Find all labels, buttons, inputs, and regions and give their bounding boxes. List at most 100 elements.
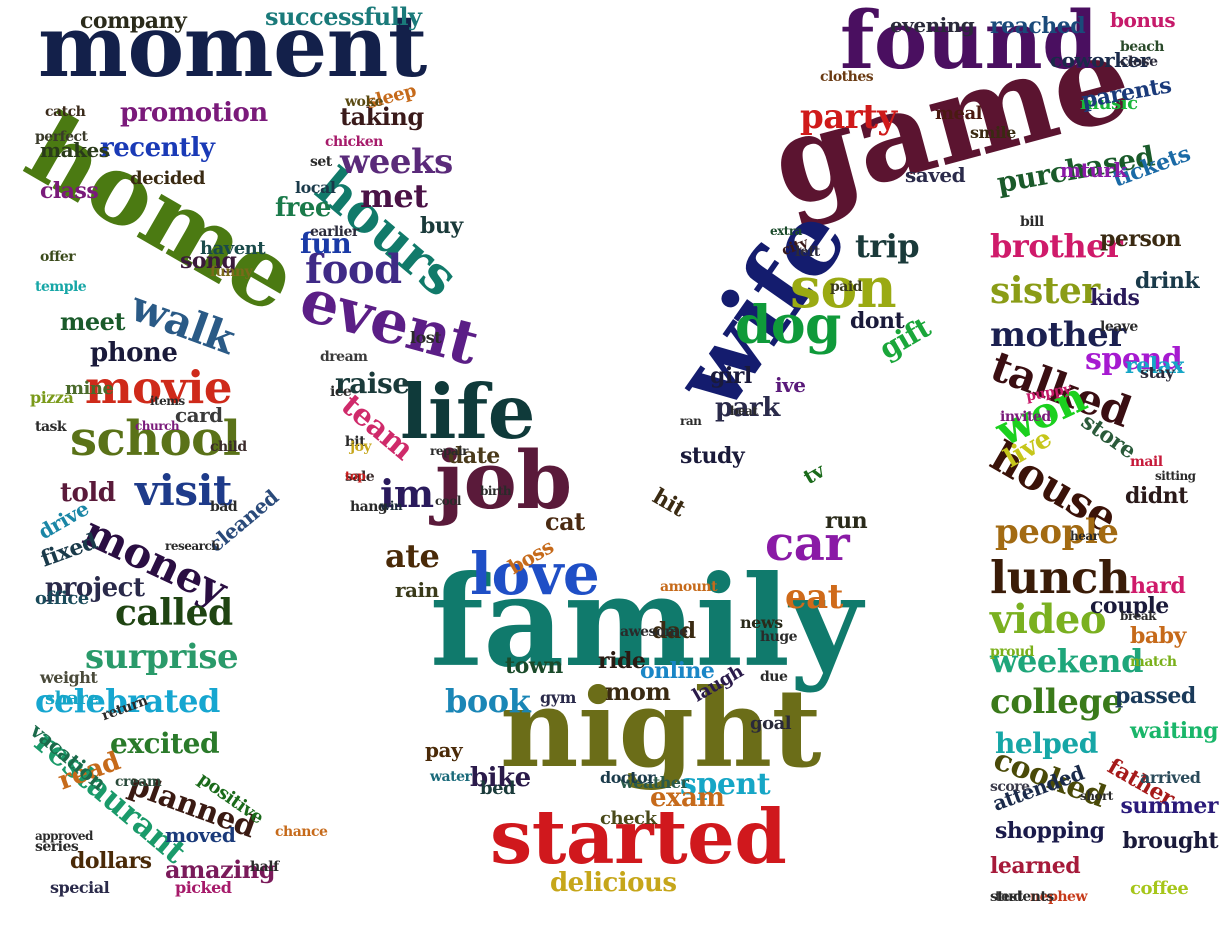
word-amount: amount xyxy=(660,579,718,595)
word-joy: joy xyxy=(350,439,372,455)
word-date: date xyxy=(448,443,500,469)
word-clothes: clothes xyxy=(820,69,874,85)
word-water: water xyxy=(430,769,472,785)
word-delicious: delicious xyxy=(550,868,677,898)
word-fun: fun xyxy=(300,227,352,260)
word-brought: brought xyxy=(1122,828,1218,854)
word-class: class xyxy=(40,178,99,204)
word-pay: pay xyxy=(425,738,463,762)
word-sitting: sitting xyxy=(1155,469,1196,483)
word-bit: bit xyxy=(345,434,366,450)
word-project: project xyxy=(45,573,145,603)
word-picked: picked xyxy=(175,878,232,897)
word-ive: ive xyxy=(775,373,806,397)
word-meet: meet xyxy=(60,307,126,336)
word-moment: moment xyxy=(38,0,427,97)
word-successfully: successfully xyxy=(265,2,422,31)
word-son: son xyxy=(790,255,897,320)
word-school: school xyxy=(70,411,241,467)
word-dollars: dollars xyxy=(70,848,152,874)
word-saved: saved xyxy=(905,163,966,187)
word-family: family xyxy=(430,549,862,695)
word-buy: buy xyxy=(420,213,463,239)
word-raise: raise xyxy=(335,367,410,400)
word-coffee: coffee xyxy=(1130,878,1189,899)
word-score: score xyxy=(990,779,1030,795)
word-chicken: chicken xyxy=(325,134,383,150)
word-cool: cool xyxy=(435,494,461,508)
word-set: set xyxy=(310,154,332,170)
word-awesome: awesome xyxy=(620,624,688,640)
word-mine: mine xyxy=(65,378,114,399)
word-havent: havent xyxy=(200,238,266,259)
word-park: park xyxy=(715,393,780,423)
word-child: child xyxy=(210,439,247,455)
word-visit: visit xyxy=(135,466,232,515)
word-cream: cream xyxy=(115,774,162,790)
word-hear: hear xyxy=(1070,529,1099,543)
word-surprise: surprise xyxy=(85,637,239,677)
word-test: test xyxy=(995,889,1023,905)
word-study: study xyxy=(680,443,745,469)
word-match: match xyxy=(1130,654,1177,670)
word-beat: beat xyxy=(730,404,758,418)
word-bike: bike xyxy=(470,763,531,793)
word-tv: tv xyxy=(799,458,829,490)
word-students: students xyxy=(990,889,1054,905)
word-relax: relax xyxy=(1125,353,1184,379)
word-evening: evening xyxy=(890,13,975,37)
word-series: series xyxy=(35,839,79,855)
word-birth: birth xyxy=(480,484,512,498)
word-phone: phone xyxy=(90,338,178,368)
word-started: started xyxy=(490,793,787,881)
word-invited: invited xyxy=(1000,409,1051,425)
word-town: town xyxy=(505,653,563,679)
word-mom: mom xyxy=(605,677,671,706)
word-extra: extra xyxy=(770,224,802,238)
word-ride: ride xyxy=(598,648,646,674)
word-check: check xyxy=(600,808,657,829)
word-brother: brother xyxy=(990,227,1123,265)
word-gym: gym xyxy=(540,688,576,707)
word-celebrated: celebrated xyxy=(35,682,220,720)
word-news: news xyxy=(740,613,783,632)
word-repair: repair xyxy=(430,444,469,458)
word-lunch: lunch xyxy=(990,551,1131,604)
word-short: short xyxy=(1080,789,1113,803)
word-person: person xyxy=(1100,226,1182,252)
word-spend: spend xyxy=(1085,342,1183,377)
word-learned: learned xyxy=(990,853,1081,879)
word-hang: hang xyxy=(350,499,388,515)
word-catch: catch xyxy=(45,104,86,120)
word-woke: woke xyxy=(345,94,384,110)
word-called: called xyxy=(115,592,233,634)
word-book: book xyxy=(445,682,531,720)
word-college: college xyxy=(990,682,1123,722)
word-hard: hard xyxy=(1130,573,1186,599)
word-break: break xyxy=(1120,609,1156,623)
word-love: love xyxy=(470,540,600,608)
word-car: car xyxy=(765,516,850,572)
word-left: left xyxy=(795,244,820,260)
word-cat: cat xyxy=(545,507,585,536)
word-close: close xyxy=(1120,54,1158,70)
word-ice: ice xyxy=(330,384,352,400)
word-temple: temple xyxy=(35,279,87,295)
word-amazing: amazing xyxy=(165,855,275,884)
word-mail: mail xyxy=(1130,454,1163,470)
word-mturk: mturk xyxy=(1060,158,1127,182)
word-local: local xyxy=(295,178,336,197)
word-proud: proud xyxy=(990,644,1034,660)
word-huge: huge xyxy=(760,629,798,645)
word-items: items xyxy=(150,394,185,408)
word-weather: weather xyxy=(620,773,689,792)
word-lost: lost xyxy=(410,328,442,347)
word-rain: rain xyxy=(395,578,439,602)
word-church: church xyxy=(135,419,180,433)
word-promotion: promotion xyxy=(120,98,268,128)
word-taking: taking xyxy=(340,102,424,131)
word-online: online xyxy=(640,658,715,684)
word-bad: bad xyxy=(210,499,238,515)
word-research: research xyxy=(165,539,220,553)
